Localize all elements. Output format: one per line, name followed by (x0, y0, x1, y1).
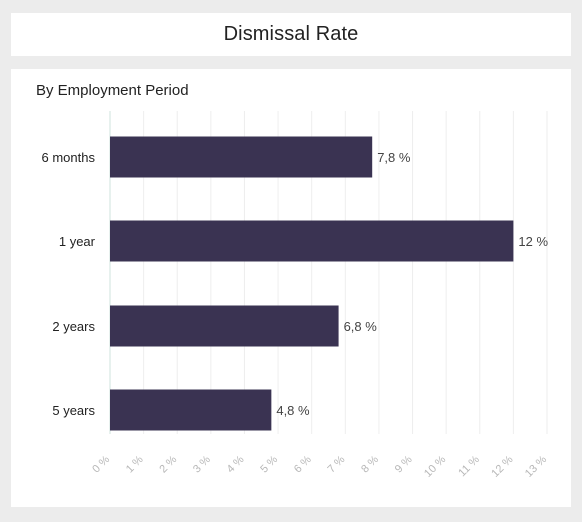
tick-label: 10 % (422, 453, 448, 479)
tick-label: 1 % (124, 453, 146, 475)
tick-label: 2 % (157, 453, 179, 475)
tick-label: 5 % (258, 453, 280, 475)
value-label: 6,8 % (344, 319, 378, 334)
chart-subtitle: By Employment Period (36, 82, 189, 99)
category-label: 6 months (42, 150, 96, 165)
tick-label: 0 % (90, 453, 112, 475)
chart-card: By Employment Period 6 months 7,8 % 1 year… (11, 69, 571, 507)
bar (110, 136, 373, 178)
chart-title: Dismissal Rate (223, 23, 359, 45)
tick-label: 11 % (456, 453, 482, 479)
bar (110, 305, 339, 347)
value-label: 7,8 % (377, 150, 411, 165)
bar (110, 220, 514, 262)
bar (110, 389, 272, 431)
title-card: Dismissal Rate (11, 13, 571, 56)
tick-label: 8 % (359, 453, 381, 475)
tick-label: 3 % (191, 453, 213, 475)
category-label: 1 year (59, 234, 96, 249)
tick-label: 7 % (326, 453, 348, 475)
category-label: 5 years (52, 403, 95, 418)
value-label: 12 % (518, 234, 548, 249)
bar-chart: 6 months 7,8 % 1 year 12 % 2 years 6,8 % 5 yea… (42, 111, 549, 480)
category-label: 2 years (52, 319, 95, 334)
tick-label: 6 % (292, 453, 314, 475)
tick-label: 9 % (393, 453, 415, 475)
tick-label: 12 % (489, 453, 515, 479)
tick-label: 4 % (225, 453, 247, 475)
tick-label: 13 % (523, 453, 549, 479)
value-label: 4,8 % (276, 403, 310, 418)
